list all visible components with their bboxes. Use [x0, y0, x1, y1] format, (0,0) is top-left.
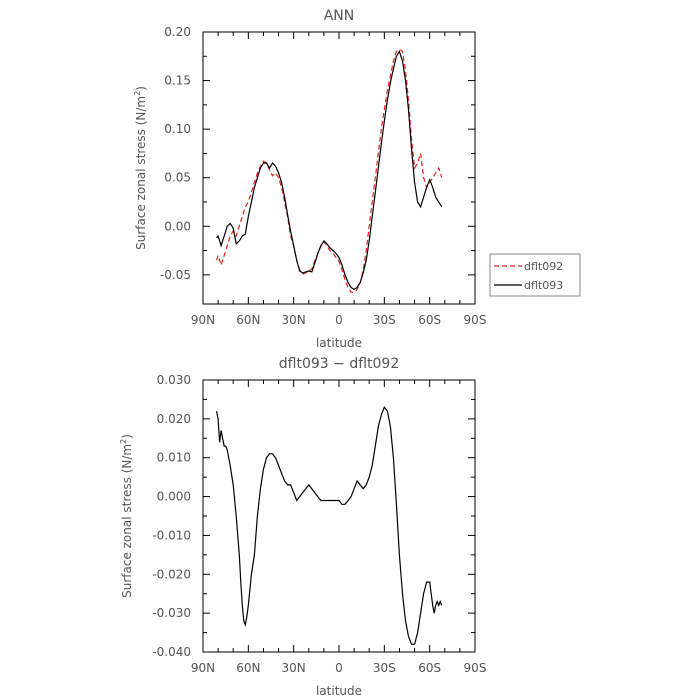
x-tick-label: 90N [191, 313, 215, 327]
legend-label: dflt093 [524, 279, 563, 292]
y-tick-label: 0.000 [157, 490, 191, 504]
x-tick-label: 30S [373, 313, 396, 327]
x-tick-label: 90N [191, 661, 215, 675]
y-tick-label: 0.030 [157, 373, 191, 387]
y-tick-label: -0.05 [160, 268, 191, 282]
y-axis-label: Surface zonal stress (N/m2) [119, 434, 134, 598]
x-tick-label: 30N [282, 661, 306, 675]
x-tick-label: 60S [418, 661, 441, 675]
series-line-series-0 [216, 406, 443, 645]
series-line-dflt093 [216, 49, 443, 291]
y-tick-label: -0.040 [152, 645, 191, 659]
x-tick-label: 90S [464, 313, 487, 327]
chart-title: dflt093 − dflt092 [279, 356, 399, 372]
y-axis-label: Surface zonal stress (N/m2) [133, 86, 148, 250]
x-tick-label: 60N [236, 313, 260, 327]
legend: dflt092 dflt093 [489, 253, 581, 297]
x-axis-label: latitude [316, 336, 362, 350]
x-tick-label: 0 [335, 313, 343, 327]
chart-top: ANN 90N 60N 30N 0 30S 60S 90S -0.05 0.00 0.05 0.10 0… [133, 8, 581, 350]
chart-bottom: dflt093 − dflt092 90N 60N 30N 0 30S 60S 90S -0.0… [119, 356, 486, 698]
chart-title: ANN [324, 8, 355, 24]
series-line-dflt092 [216, 48, 443, 293]
legend-label: dflt092 [524, 260, 563, 273]
x-tick-label: 30S [373, 661, 396, 675]
y-tick-label: -0.010 [152, 528, 191, 542]
x-tick-label: 60N [236, 661, 260, 675]
x-tick-label: 60S [418, 313, 441, 327]
legend-box [489, 253, 581, 297]
x-axis-label: latitude [316, 684, 362, 698]
y-tick-label: 0.020 [157, 412, 191, 426]
x-tick-label: 90S [464, 661, 487, 675]
y-tick-label: 0.10 [164, 122, 191, 136]
x-tick-label: 0 [335, 661, 343, 675]
y-tick-label: 0.00 [164, 219, 191, 233]
y-tick-label: 0.20 [164, 25, 191, 39]
plot-frame [202, 31, 476, 305]
x-tick-label: 30N [282, 313, 306, 327]
y-tick-label: 0.05 [164, 171, 191, 185]
y-tick-label: -0.020 [152, 567, 191, 581]
y-tick-label: 0.15 [164, 74, 191, 88]
y-tick-label: 0.010 [157, 451, 191, 465]
y-tick-label: -0.030 [152, 606, 191, 620]
